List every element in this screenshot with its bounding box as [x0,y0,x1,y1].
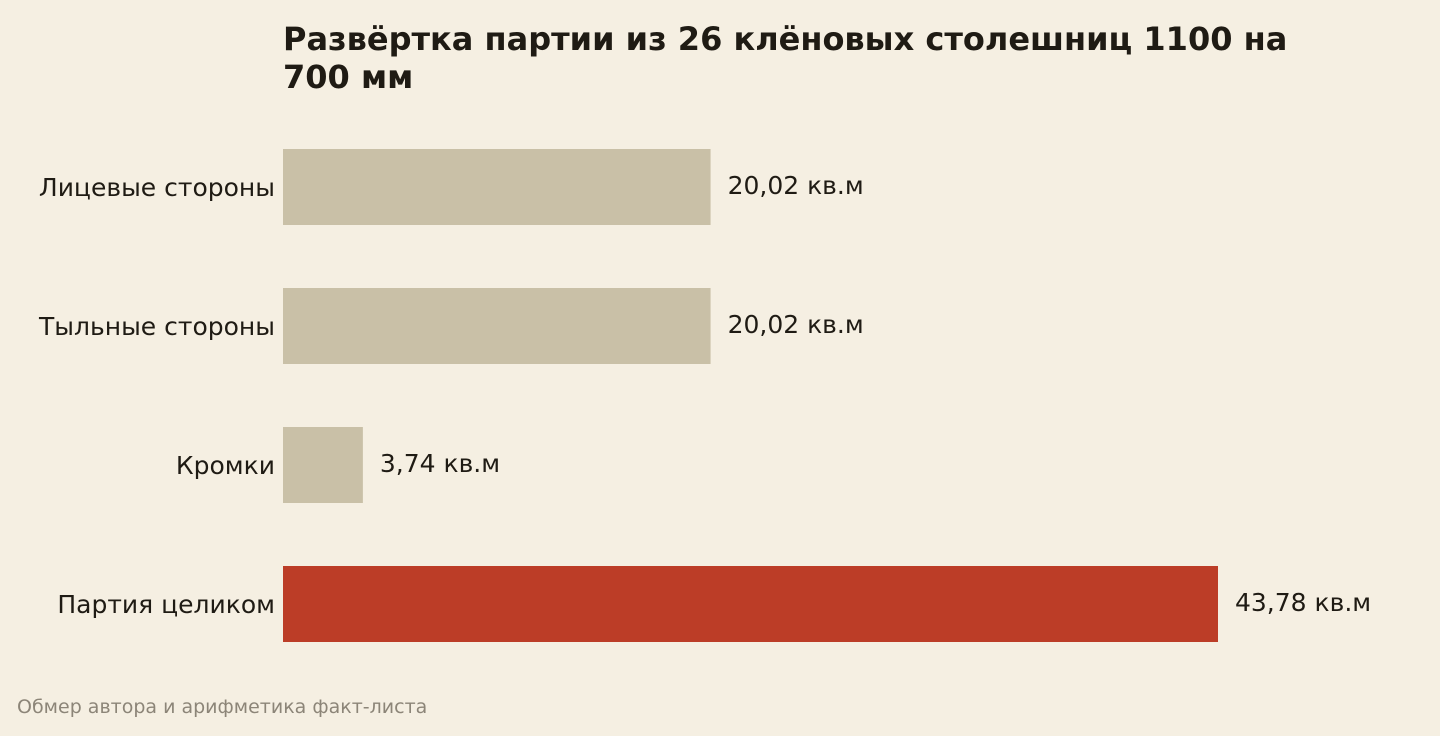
bar-1 [283,149,711,225]
value-label-3: 3,74 кв.м [380,449,500,478]
category-label-3: Кромки [176,451,275,480]
category-label-4: Партия целиком [57,590,275,619]
bar-2 [283,288,711,364]
chart-title: Развёртка партии из 26 клёновых столешни… [283,20,1288,96]
value-label-4: 43,78 кв.м [1235,588,1371,617]
value-label-2: 20,02 кв.м [728,310,864,339]
value-label-1: 20,02 кв.м [728,171,864,200]
category-label-2: Тыльные стороны [38,312,275,341]
source-note: Обмер автора и арифметика факт-листа [17,696,428,718]
category-label-1: Лицевые стороны [39,173,275,202]
bar-3 [283,427,363,503]
bar-4 [283,566,1218,642]
